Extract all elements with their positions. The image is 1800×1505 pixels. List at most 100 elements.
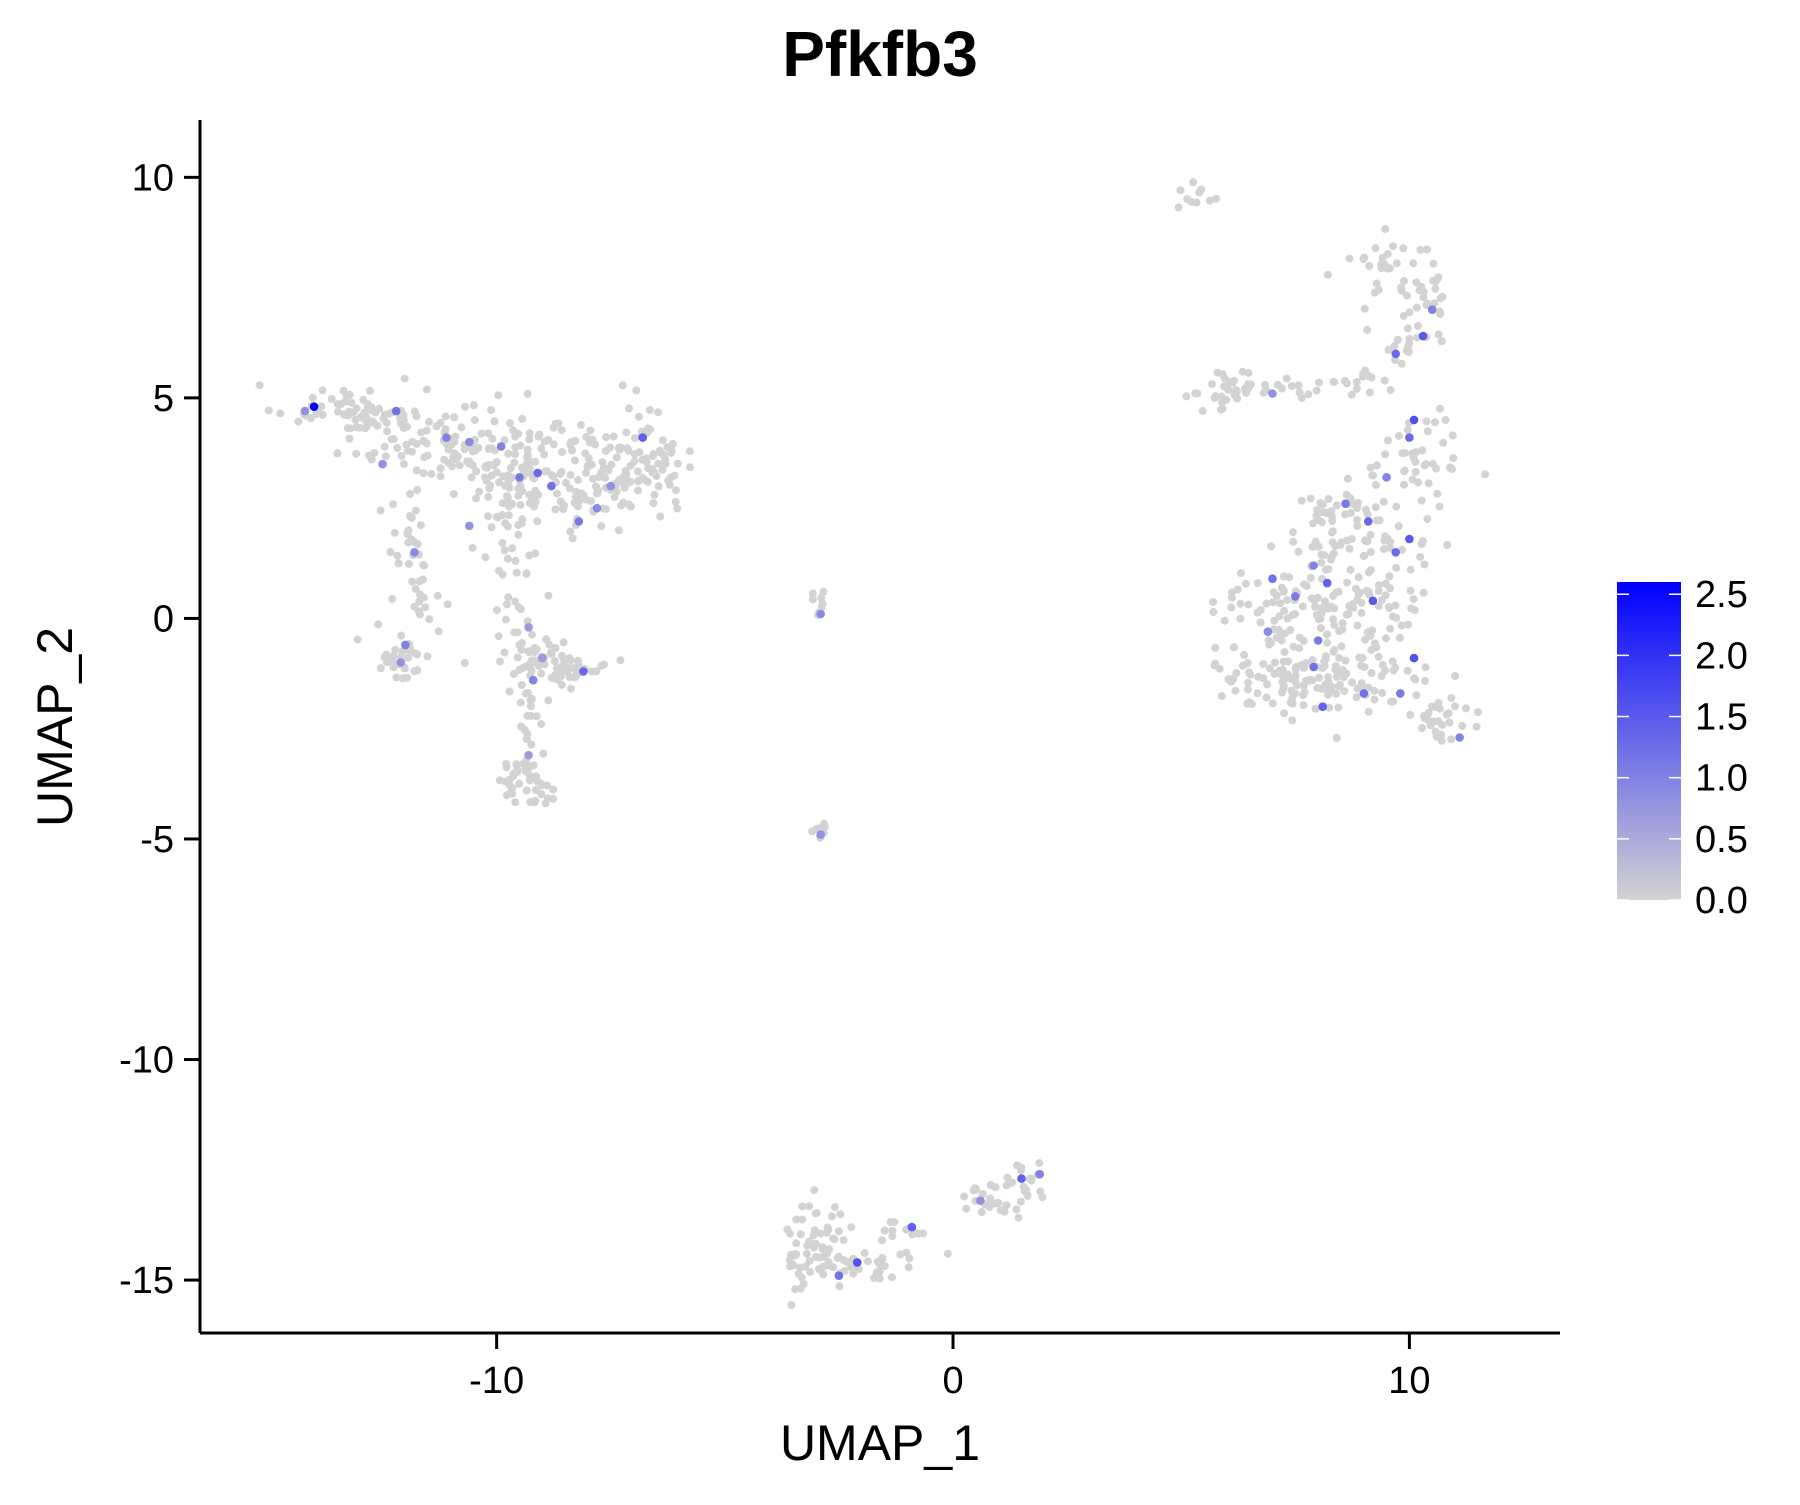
background-cell xyxy=(1329,647,1338,656)
background-cell xyxy=(609,432,618,441)
background-cell xyxy=(510,628,519,637)
background-cell xyxy=(592,489,601,498)
background-cell xyxy=(1420,711,1429,720)
background-cell xyxy=(634,476,643,485)
background-cell xyxy=(1359,370,1367,379)
background-cell xyxy=(566,471,575,479)
background-cell xyxy=(1421,460,1430,469)
background-cell xyxy=(1392,502,1401,511)
background-cell xyxy=(1292,681,1301,690)
background-cell xyxy=(1273,381,1282,389)
background-cell xyxy=(880,1262,889,1271)
background-cell xyxy=(566,656,575,665)
background-cell xyxy=(1423,515,1432,523)
data-point xyxy=(1268,574,1277,583)
background-cell xyxy=(1191,389,1200,398)
background-cell xyxy=(1400,277,1408,286)
background-cell xyxy=(425,615,434,624)
y-axis-ticks: 10 5 0 -5 -10 -15 xyxy=(119,157,200,1302)
background-cell xyxy=(615,445,624,454)
background-cell xyxy=(1357,608,1366,617)
background-cell xyxy=(1439,438,1448,447)
background-cell xyxy=(1472,722,1481,731)
background-cell xyxy=(1308,676,1317,685)
background-cell xyxy=(1433,489,1442,498)
background-cell xyxy=(495,478,503,487)
background-cell xyxy=(592,482,600,491)
background-cell xyxy=(499,472,508,481)
background-cell xyxy=(794,1269,803,1278)
background-cell xyxy=(1377,264,1386,272)
background-cell xyxy=(1354,573,1363,582)
data-point xyxy=(524,750,533,760)
data-point xyxy=(574,517,584,526)
background-cell xyxy=(522,786,531,795)
data-point xyxy=(1409,415,1419,425)
background-cell xyxy=(1291,689,1299,698)
background-cell xyxy=(432,422,441,431)
background-cell xyxy=(406,490,414,498)
background-cell xyxy=(604,466,613,475)
background-cell xyxy=(1218,370,1227,379)
background-cell xyxy=(1338,625,1347,634)
background-cell xyxy=(1244,678,1253,687)
background-cell xyxy=(516,500,525,509)
background-cell xyxy=(1314,515,1323,524)
background-cell xyxy=(526,702,535,711)
x-tick-label: 10 xyxy=(1388,1360,1430,1402)
background-cell xyxy=(1334,587,1343,596)
background-cell xyxy=(1361,505,1370,514)
background-cell xyxy=(1400,449,1409,457)
background-cell xyxy=(808,827,817,836)
background-cell xyxy=(481,553,490,562)
background-cell xyxy=(511,798,520,807)
background-cell xyxy=(1347,535,1356,543)
background-cell xyxy=(537,669,546,678)
background-cell xyxy=(1377,596,1386,604)
background-cell xyxy=(423,652,432,661)
background-cell xyxy=(665,480,674,489)
background-cell xyxy=(1268,699,1277,708)
background-cell xyxy=(1350,500,1359,509)
background-cell xyxy=(1420,560,1429,569)
data-point xyxy=(1382,473,1391,482)
background-cell xyxy=(1002,1201,1011,1210)
background-cell xyxy=(1385,543,1394,552)
background-cell xyxy=(783,1225,792,1234)
background-cell xyxy=(1385,572,1394,581)
background-cell xyxy=(451,432,460,441)
background-cell xyxy=(878,1236,887,1245)
background-cell xyxy=(390,528,399,537)
background-cell xyxy=(972,1185,980,1194)
background-cell xyxy=(792,1239,801,1248)
background-cell xyxy=(340,397,349,406)
background-cell xyxy=(1292,663,1301,671)
background-cell xyxy=(1280,648,1289,657)
background-cell xyxy=(433,591,442,600)
background-cell xyxy=(528,630,536,639)
background-cell xyxy=(1435,307,1444,316)
background-cell xyxy=(654,408,663,417)
background-cell xyxy=(1344,609,1353,618)
data-point xyxy=(1341,499,1350,509)
background-cell xyxy=(622,469,631,478)
data-point xyxy=(442,433,451,442)
background-cell xyxy=(503,554,512,563)
background-cell xyxy=(1365,262,1374,271)
background-cell xyxy=(333,449,342,458)
background-cell xyxy=(518,515,527,524)
background-cell xyxy=(537,790,546,798)
background-cell xyxy=(1243,685,1252,694)
background-cell xyxy=(570,456,579,465)
background-cell xyxy=(1217,405,1225,414)
background-cell xyxy=(1360,253,1369,262)
color-legend: 0.0 0.5 1.0 1.5 2.0 2.5 xyxy=(1617,574,1748,922)
background-cell xyxy=(1282,374,1291,383)
background-cell xyxy=(1311,704,1320,713)
background-cell xyxy=(542,467,551,476)
background-cell xyxy=(887,1273,896,1282)
background-cells xyxy=(255,178,1490,1309)
background-cell xyxy=(1253,579,1262,587)
background-cell xyxy=(1392,563,1401,572)
background-cell xyxy=(1434,730,1443,739)
